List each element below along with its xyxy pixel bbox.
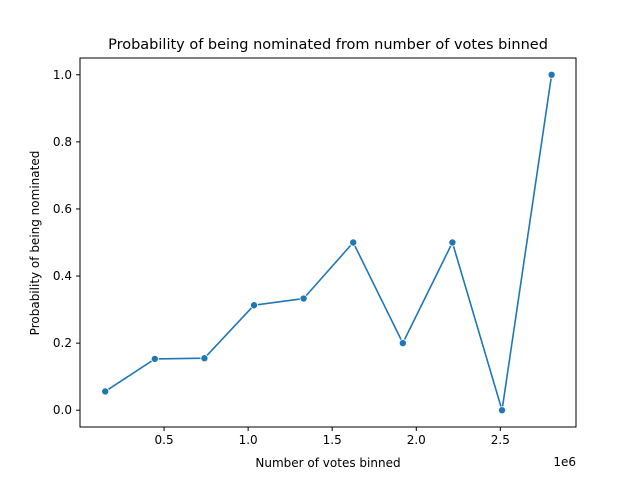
data-point xyxy=(150,354,159,363)
y-tick-label: 0.2 xyxy=(53,336,72,350)
y-tick-label: 0.8 xyxy=(53,135,72,149)
y-tick-label: 0.6 xyxy=(53,202,72,216)
y-axis-label: Probability of being nominated xyxy=(28,151,42,336)
data-point xyxy=(250,301,259,310)
y-axis: 0.0 0.2 0.4 0.6 0.8 1.0 xyxy=(53,68,80,417)
x-axis-offset-label: 1e6 xyxy=(553,455,576,469)
data-point xyxy=(101,387,110,396)
x-tick-label: 1.0 xyxy=(239,433,258,447)
x-tick-label: 0.5 xyxy=(155,433,174,447)
data-point xyxy=(200,354,209,363)
y-tick-label: 1.0 xyxy=(53,68,72,82)
y-tick-label: 0.4 xyxy=(53,269,72,283)
x-axis-label: Number of votes binned xyxy=(255,456,400,470)
x-tick-label: 2.5 xyxy=(491,433,510,447)
plot-frame xyxy=(79,57,577,428)
x-tick-label: 2.0 xyxy=(407,433,426,447)
chart-title: Probability of being nominated from numb… xyxy=(108,37,548,53)
data-point xyxy=(547,70,556,79)
data-point xyxy=(398,339,407,348)
data-point xyxy=(349,238,358,247)
data-point xyxy=(498,406,507,415)
y-tick-label: 0.0 xyxy=(53,403,72,417)
data-point xyxy=(448,238,457,247)
x-tick-label: 1.5 xyxy=(323,433,342,447)
data-point xyxy=(299,294,308,303)
x-axis: 0.5 1.0 1.5 2.0 2.5 xyxy=(155,427,510,447)
series-line xyxy=(104,74,553,412)
plot-area xyxy=(101,70,556,415)
